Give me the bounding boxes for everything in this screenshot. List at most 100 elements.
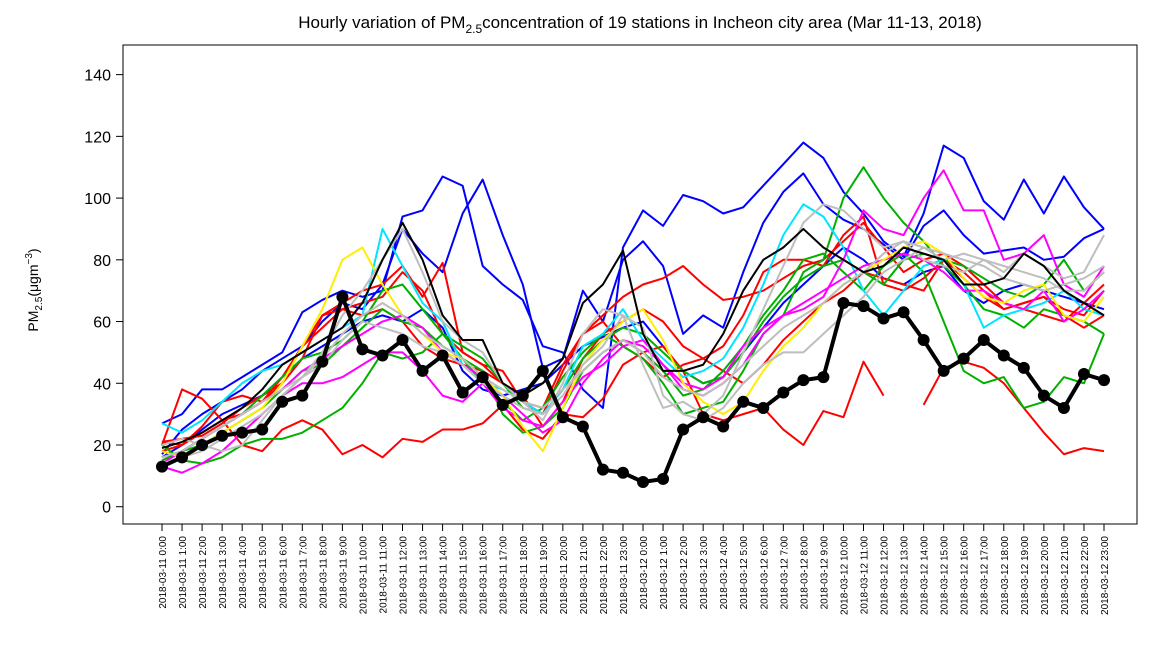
x-tick-label: 2018-03-11 22:00 <box>599 536 610 615</box>
x-tick-label: 2018-03-12 12:00 <box>880 536 891 615</box>
x-tick-label: 2018-03-12 18:00 <box>1000 536 1011 615</box>
series-marker <box>737 395 750 408</box>
series-marker <box>897 306 910 319</box>
x-tick-label: 2018-03-12 22:00 <box>1080 536 1091 615</box>
series-marker <box>837 297 850 310</box>
series-marker <box>376 349 389 362</box>
x-tick-label: 2018-03-12 13:00 <box>900 536 911 615</box>
title-text: Hourly variation of PM <box>298 13 465 32</box>
x-tick-label: 2018-03-11 1:00 <box>178 536 189 609</box>
x-tick-label: 2018-03-12 16:00 <box>960 536 971 615</box>
x-tick-label: 2018-03-12 23:00 <box>1100 536 1111 615</box>
series-marker <box>777 386 790 399</box>
x-tick-label: 2018-03-11 16:00 <box>479 536 490 615</box>
series-marker <box>1077 368 1090 381</box>
x-tick-label: 2018-03-12 0:00 <box>639 536 650 610</box>
x-tick-label: 2018-03-12 11:00 <box>859 536 870 615</box>
series-line <box>161 203 1105 453</box>
y-tick-label: 40 <box>93 376 111 393</box>
x-tick-label: 2018-03-12 19:00 <box>1020 536 1031 615</box>
x-tick-label: 2018-03-12 1:00 <box>659 536 670 610</box>
y-tick-label: 120 <box>84 129 111 146</box>
x-tick-label: 2018-03-12 2:00 <box>679 536 690 610</box>
series-marker <box>396 334 409 347</box>
y-tick-label: 80 <box>93 253 111 270</box>
x-tick-label: 2018-03-11 11:00 <box>378 536 389 614</box>
series-marker <box>957 352 970 365</box>
y-tick-label: 20 <box>93 438 111 455</box>
x-tick-label: 2018-03-11 20:00 <box>559 536 570 615</box>
x-tick-label: 2018-03-12 6:00 <box>759 536 770 610</box>
x-tick-label: 2018-03-11 4:00 <box>238 536 249 609</box>
series-marker <box>857 300 870 313</box>
y-axis-label: PM2.5(μgm−3) <box>24 248 45 331</box>
x-tick-label: 2018-03-11 9:00 <box>338 536 349 609</box>
y-tick-label: 140 <box>84 68 111 85</box>
x-tick-label: 2018-03-12 17:00 <box>980 536 991 615</box>
series-line <box>161 221 1105 450</box>
series-line <box>161 252 1105 462</box>
series-marker <box>576 420 589 433</box>
series-marker <box>256 423 269 436</box>
series-marker <box>616 466 629 479</box>
series-marker <box>276 395 289 408</box>
series-marker <box>536 364 549 377</box>
x-tick-label: 2018-03-11 6:00 <box>278 536 289 609</box>
series-marker <box>717 420 730 433</box>
y-label-text: (μgm <box>25 264 41 296</box>
y-tick-label: 60 <box>93 315 111 332</box>
x-tick-label: 2018-03-11 15:00 <box>459 536 470 615</box>
series-marker <box>336 290 349 303</box>
chart-title: Hourly variation of PM2.5concentration o… <box>298 13 982 36</box>
series-line <box>161 141 1105 425</box>
y-label-superscript: −3 <box>24 253 35 265</box>
series-marker <box>677 423 690 436</box>
x-tick-label: 2018-03-11 19:00 <box>539 536 550 615</box>
x-tick-label: 2018-03-11 7:00 <box>298 536 309 609</box>
x-tick-label: 2018-03-12 7:00 <box>779 536 790 610</box>
x-tick-label: 2018-03-12 3:00 <box>699 536 710 610</box>
series-marker <box>1057 401 1070 414</box>
x-tick-label: 2018-03-12 20:00 <box>1040 536 1051 615</box>
series-marker <box>196 438 209 451</box>
x-tick-label: 2018-03-11 5:00 <box>258 536 269 609</box>
x-tick-label: 2018-03-12 15:00 <box>940 536 951 615</box>
x-tick-label: 2018-03-11 23:00 <box>619 536 630 615</box>
series-marker <box>657 472 670 485</box>
series-marker <box>296 389 309 402</box>
series-marker <box>817 371 830 384</box>
series-marker <box>316 355 329 368</box>
x-tick-label: 2018-03-11 8:00 <box>318 536 329 609</box>
x-tick-label: 2018-03-11 17:00 <box>499 536 510 615</box>
series-marker <box>757 401 770 414</box>
x-tick-label: 2018-03-11 13:00 <box>419 536 430 615</box>
series-marker <box>176 451 189 464</box>
y-label-subscript: 2.5 <box>34 296 45 310</box>
x-tick-label: 2018-03-11 14:00 <box>439 536 450 615</box>
x-tick-label: 2018-03-12 4:00 <box>719 536 730 610</box>
y-tick-label: 0 <box>102 500 111 517</box>
x-tick-label: 2018-03-11 2:00 <box>198 536 209 609</box>
series-marker <box>997 349 1010 362</box>
series-marker <box>216 429 229 442</box>
series-marker <box>977 334 990 347</box>
x-tick-label: 2018-03-11 3:00 <box>218 536 229 609</box>
series-line <box>161 172 1105 455</box>
series-marker <box>356 343 369 356</box>
series-marker <box>456 386 469 399</box>
x-tick-label: 2018-03-12 8:00 <box>799 536 810 610</box>
series-marker <box>156 460 168 473</box>
title-text: concentration of 19 stations in Incheon … <box>482 13 982 32</box>
series-line <box>161 166 1105 465</box>
series-marker <box>1037 389 1050 402</box>
y-label-text: ) <box>25 248 41 253</box>
x-tick-label: 2018-03-12 21:00 <box>1060 536 1071 615</box>
series-marker <box>556 411 569 424</box>
series-marker <box>697 411 710 424</box>
series-marker <box>436 349 449 362</box>
x-tick-label: 2018-03-12 14:00 <box>920 536 931 615</box>
series-marker <box>516 389 529 402</box>
x-tick-label: 2018-03-11 10:00 <box>358 536 369 615</box>
